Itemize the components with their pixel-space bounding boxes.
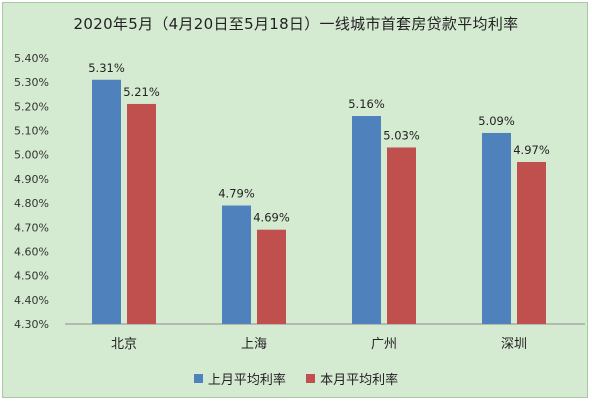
y-tick-label: 5.00% [14,149,49,162]
data-label: 4.69% [253,211,290,225]
legend-label-this-month: 本月平均利率 [320,373,399,388]
legend-item-this-month: 本月平均利率 [306,369,398,388]
y-tick-label: 4.90% [14,173,49,186]
data-label: 5.09% [478,114,515,128]
data-label: 4.97% [513,143,550,157]
data-label: 5.03% [383,128,420,142]
y-tick-label: 4.80% [14,197,49,210]
y-tick-label: 5.40% [14,52,49,65]
bar [352,116,381,324]
y-tick-label: 5.30% [14,76,49,89]
bar [92,79,121,324]
legend: 上月平均利率 本月平均利率 [3,369,589,388]
bar [387,147,416,324]
y-tick-label: 4.50% [14,270,49,283]
y-tick-label: 4.30% [14,318,49,331]
chart-title: 2020年5月（4月20日至5月18日）一线城市首套房贷款平均利率 [73,15,519,33]
bar [127,103,156,324]
legend-swatch-last-month [193,374,203,383]
legend-label-last-month: 上月平均利率 [207,373,286,388]
bar [482,132,511,324]
data-label: 5.21% [123,85,160,99]
bar [517,161,546,324]
legend-item-last-month: 上月平均利率 [193,369,286,388]
x-category-label: 上海 [241,337,267,352]
y-tick-label: 4.40% [14,294,49,307]
y-tick-label: 4.60% [14,245,49,258]
data-label: 5.31% [88,61,125,75]
x-category-label: 北京 [111,337,137,352]
bar [222,205,251,324]
data-label: 4.79% [218,187,255,201]
x-category-label: 深圳 [501,337,527,352]
bar-chart: 4.30% 4.40% 4.50% 4.60% 4.70% 4.80% 4.90% 5.00%… [14,52,585,352]
chart-frame: 2020年5月（4月20日至5月18日）一线城市首套房贷款平均利率 4.30% 4… [2,2,588,398]
y-tick-label: 4.70% [14,221,49,234]
x-category-label: 广州 [371,337,397,352]
legend-swatch-this-month [306,374,316,383]
y-tick-label: 5.10% [14,125,49,138]
bar [257,229,286,324]
y-tick-label: 5.20% [14,100,49,113]
data-label: 5.16% [348,97,385,111]
